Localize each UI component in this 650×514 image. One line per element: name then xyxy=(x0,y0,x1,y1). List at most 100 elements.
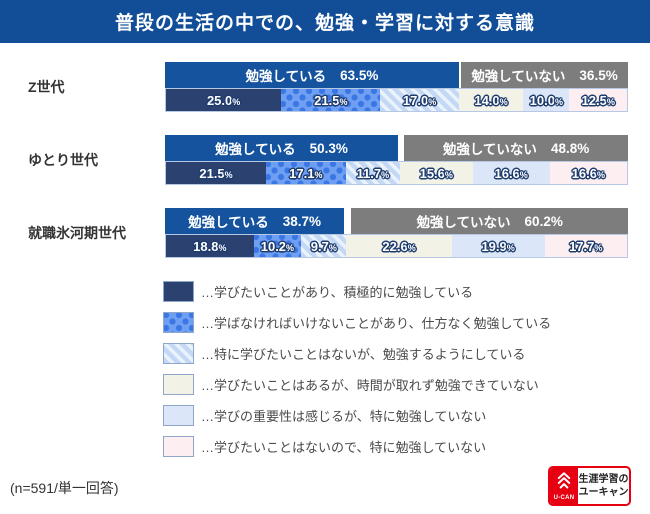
segment-number: 17.1 xyxy=(289,165,315,181)
segment-number: 10.0 xyxy=(529,92,555,108)
studying-label: 勉強している xyxy=(214,142,296,157)
studying-bar: 勉強している 63.5% xyxy=(165,62,459,88)
generation-label: 就職氷河期世代 xyxy=(28,225,126,241)
legend-swatch-solid-navy xyxy=(163,281,194,302)
percent-sign: % xyxy=(339,96,348,107)
segment-number: 19.9 xyxy=(481,238,507,254)
segment-value: 16.6% xyxy=(494,167,527,180)
legend-label: …特に学びたいことはないが、勉強するようにしている xyxy=(201,347,526,362)
legend-item: …学びの重要性は感じるが、特に勉強していない xyxy=(163,405,551,426)
not-studying-value: 48.8% xyxy=(550,140,590,156)
stacked-bar: 21.5% 17.1% 11.7% 15.6% 16.6% 16.6% xyxy=(165,161,628,185)
percent-sign: % xyxy=(554,96,563,107)
percent-sign: % xyxy=(606,96,615,107)
not-studying-label: 勉強していない xyxy=(442,142,537,157)
stacked-segment-2: 10.2% xyxy=(253,235,302,257)
segment-value: 17.7% xyxy=(569,240,602,253)
stacked-segment-4: 22.6% xyxy=(346,235,452,257)
segment-number: 14.0 xyxy=(474,92,500,108)
legend-item: …特に学びたいことはないが、勉強するようにしている xyxy=(163,343,551,364)
segment-number: 17.0 xyxy=(402,92,429,108)
studying-label: 勉強している xyxy=(245,69,327,84)
segment-value: 17.0% xyxy=(403,94,436,107)
percent-sign: % xyxy=(444,169,453,180)
stacked-segment-6: 12.5% xyxy=(569,89,627,111)
legend-item: …学びたいことはあるが、時間が取れず勉強できていない xyxy=(163,374,551,395)
generation-label: Z世代 xyxy=(28,79,65,95)
stacked-segment-5: 19.9% xyxy=(451,235,545,257)
percent-sign: % xyxy=(597,169,606,180)
segment-value: 14.0% xyxy=(474,94,507,107)
generation-row: Z世代 勉強している 63.5% 勉強していない 36.5% 25.0% 21.5% 17.0… xyxy=(0,62,628,112)
percent-sign: % xyxy=(286,242,295,253)
stacked-segment-2: 21.5% xyxy=(281,89,381,111)
stacked-segment-3: 9.7% xyxy=(301,235,347,257)
summary-bar: 勉強している 38.7% 勉強していない 60.2% xyxy=(165,208,628,234)
segment-value: 18.8% xyxy=(193,240,226,253)
studying-value: 50.3% xyxy=(309,140,348,156)
legend-item: …学ばなければいけないことがあり、仕方なく勉強している xyxy=(163,312,551,333)
percent-sign: % xyxy=(519,169,528,180)
stacked-segment-3: 11.7% xyxy=(345,162,400,184)
legend-item: …学びたいことはないので、特に勉強していない xyxy=(163,436,551,457)
legend-item: …学びたいことがあり、積極的に勉強している xyxy=(163,281,551,302)
ucan-text-line1: 生涯学習の xyxy=(578,474,629,485)
not-studying-label: 勉強していない xyxy=(471,69,566,84)
summary-bar: 勉強している 50.3% 勉強していない 48.8% xyxy=(165,135,628,161)
segment-number: 9.7 xyxy=(310,238,329,254)
stacked-segment-3: 17.0% xyxy=(380,89,459,111)
percent-sign: % xyxy=(218,242,227,253)
segment-value: 10.0% xyxy=(530,94,563,107)
percent-sign: % xyxy=(232,96,241,107)
legend-swatch-solid-cream xyxy=(163,374,194,395)
not-studying-bar: 勉強していない 36.5% xyxy=(459,62,628,88)
stacked-segment-6: 17.7% xyxy=(544,235,627,257)
stacked-segment-1: 21.5% xyxy=(166,162,267,184)
ucan-logo-mark: U-CAN xyxy=(550,468,578,504)
not-studying-bar: 勉強していない 48.8% xyxy=(402,135,628,161)
segment-number: 12.5 xyxy=(581,92,607,108)
stacked-segment-5: 10.0% xyxy=(523,89,570,111)
generation-row: 就職氷河期世代 勉強している 38.7% 勉強していない 60.2% 18.8% 10.2%… xyxy=(0,208,628,258)
legend-swatch-solid-pink xyxy=(163,436,194,457)
segment-number: 17.7 xyxy=(569,238,595,254)
stacked-segment-1: 25.0% xyxy=(166,89,282,111)
stacked-bar: 18.8% 10.2% 9.7% 22.6% 19.9% 17.7% xyxy=(165,234,628,258)
bar-group: 勉強している 63.5% 勉強していない 36.5% 25.0% 21.5% 17.0% 14… xyxy=(165,62,628,112)
segment-value: 10.2% xyxy=(261,240,294,253)
stacked-segment-2: 17.1% xyxy=(266,162,346,184)
studying-bar: 勉強している 38.7% xyxy=(165,208,345,234)
segment-number: 21.5 xyxy=(314,92,340,108)
legend-label: …学びの重要性は感じるが、特に勉強していない xyxy=(201,409,487,424)
not-studying-value: 36.5% xyxy=(579,67,618,83)
title-bar: 普段の生活の中での、勉強・学習に対する意識 xyxy=(0,0,650,43)
studying-bar: 勉強している 50.3% xyxy=(165,135,398,161)
generation-label: ゆとり世代 xyxy=(28,152,98,168)
stacked-segment-1: 18.8% xyxy=(166,235,254,257)
stacked-segment-4: 15.6% xyxy=(399,162,473,184)
bar-group: 勉強している 38.7% 勉強していない 60.2% 18.8% 10.2% 9.7% 22.… xyxy=(165,208,628,258)
percent-sign: % xyxy=(594,242,603,253)
percent-sign: % xyxy=(428,96,437,107)
not-studying-label: 勉強していない xyxy=(416,215,511,230)
segment-value: 25.0% xyxy=(207,94,240,107)
legend-label: …学びたいことがあり、積極的に勉強している xyxy=(201,285,474,300)
ucan-brand-text: U-CAN xyxy=(553,495,575,501)
segment-value: 16.6% xyxy=(572,167,605,180)
segment-value: 11.7% xyxy=(356,167,389,180)
segment-number: 25.0 xyxy=(206,92,233,108)
segment-value: 17.1% xyxy=(289,167,322,180)
chevron-tree-icon xyxy=(555,471,573,494)
segment-number: 10.2 xyxy=(260,238,287,254)
segment-value: 9.7% xyxy=(311,240,337,253)
stacked-segment-5: 16.6% xyxy=(472,162,550,184)
ucan-logo-text: 生涯学習の ユーキャン xyxy=(578,468,629,504)
segment-number: 18.8 xyxy=(193,238,219,254)
percent-sign: % xyxy=(499,96,508,107)
chart-legend: …学びたいことがあり、積極的に勉強している …学ばなければいけないことがあり、仕方… xyxy=(163,281,551,467)
percent-sign: % xyxy=(506,242,515,253)
not-studying-bar: 勉強していない 60.2% xyxy=(349,208,628,234)
stacked-segment-6: 16.6% xyxy=(549,162,627,184)
ucan-text-line2: ユーキャン xyxy=(578,487,629,498)
